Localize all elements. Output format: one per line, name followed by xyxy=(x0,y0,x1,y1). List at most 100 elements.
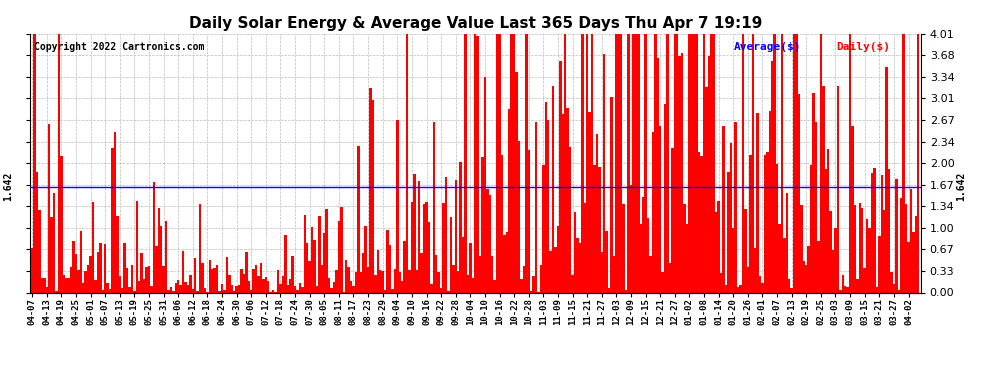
Bar xyxy=(754,248,756,292)
Bar xyxy=(633,34,635,292)
Bar xyxy=(150,286,152,292)
Bar xyxy=(574,212,576,292)
Bar xyxy=(815,122,817,292)
Bar xyxy=(296,290,299,292)
Bar xyxy=(813,93,815,292)
Bar xyxy=(868,228,871,292)
Bar xyxy=(74,254,77,292)
Bar xyxy=(461,237,464,292)
Bar xyxy=(254,265,257,292)
Bar xyxy=(888,170,890,292)
Bar xyxy=(832,250,835,292)
Bar xyxy=(606,231,608,292)
Bar xyxy=(676,34,678,292)
Bar xyxy=(508,109,511,292)
Bar xyxy=(840,290,842,292)
Bar xyxy=(817,241,820,292)
Bar xyxy=(903,34,905,292)
Bar xyxy=(725,285,728,292)
Bar xyxy=(284,235,286,292)
Bar xyxy=(710,34,713,292)
Bar xyxy=(376,251,379,292)
Bar xyxy=(786,193,788,292)
Bar xyxy=(718,201,720,292)
Bar xyxy=(773,34,776,292)
Bar xyxy=(116,216,119,292)
Bar xyxy=(608,288,610,292)
Bar xyxy=(583,203,586,292)
Bar xyxy=(72,241,74,292)
Bar xyxy=(544,102,547,292)
Bar xyxy=(681,53,683,292)
Bar xyxy=(457,272,459,292)
Bar xyxy=(581,34,583,292)
Bar xyxy=(50,217,52,292)
Bar xyxy=(433,122,435,292)
Bar xyxy=(800,206,803,292)
Bar xyxy=(530,291,533,292)
Bar xyxy=(523,266,525,292)
Bar xyxy=(905,204,907,292)
Bar xyxy=(912,232,915,292)
Bar xyxy=(533,276,535,292)
Bar xyxy=(199,204,201,292)
Bar xyxy=(435,255,438,292)
Bar xyxy=(783,238,786,292)
Bar xyxy=(357,146,359,292)
Bar xyxy=(309,261,311,292)
Bar xyxy=(907,242,910,292)
Bar xyxy=(386,230,389,292)
Bar xyxy=(169,287,172,292)
Bar xyxy=(466,275,469,292)
Bar xyxy=(447,291,449,292)
Bar xyxy=(835,228,837,292)
Bar xyxy=(223,290,226,292)
Bar xyxy=(705,87,708,292)
Bar xyxy=(528,150,530,292)
Bar xyxy=(646,218,649,292)
Bar xyxy=(454,180,457,292)
Bar xyxy=(431,284,433,292)
Bar xyxy=(766,152,768,292)
Bar xyxy=(693,34,696,292)
Bar xyxy=(172,291,174,292)
Bar xyxy=(474,34,476,292)
Bar xyxy=(345,260,347,292)
Bar xyxy=(640,225,642,292)
Bar xyxy=(561,114,564,292)
Bar xyxy=(359,272,362,292)
Bar xyxy=(381,271,384,292)
Bar xyxy=(226,256,228,292)
Bar xyxy=(34,34,36,292)
Bar xyxy=(708,56,710,292)
Bar xyxy=(569,147,571,292)
Bar xyxy=(194,258,196,292)
Bar xyxy=(842,275,844,292)
Bar xyxy=(354,272,357,292)
Bar xyxy=(102,290,104,292)
Bar xyxy=(241,269,243,292)
Bar xyxy=(246,252,248,292)
Bar xyxy=(625,290,628,292)
Bar xyxy=(554,248,556,292)
Bar xyxy=(746,267,749,292)
Bar xyxy=(917,34,920,292)
Bar xyxy=(209,260,211,292)
Bar xyxy=(374,275,376,292)
Bar xyxy=(630,184,633,292)
Bar xyxy=(426,202,428,292)
Bar xyxy=(540,265,543,292)
Text: 1.642: 1.642 xyxy=(3,172,13,201)
Bar xyxy=(129,287,131,292)
Bar xyxy=(883,210,885,292)
Bar xyxy=(758,276,761,292)
Bar xyxy=(476,36,479,292)
Bar xyxy=(201,263,204,292)
Bar xyxy=(878,236,880,292)
Bar xyxy=(642,198,644,292)
Bar xyxy=(248,280,250,292)
Bar xyxy=(192,289,194,292)
Bar xyxy=(781,34,783,292)
Bar xyxy=(79,231,82,292)
Bar xyxy=(805,265,808,292)
